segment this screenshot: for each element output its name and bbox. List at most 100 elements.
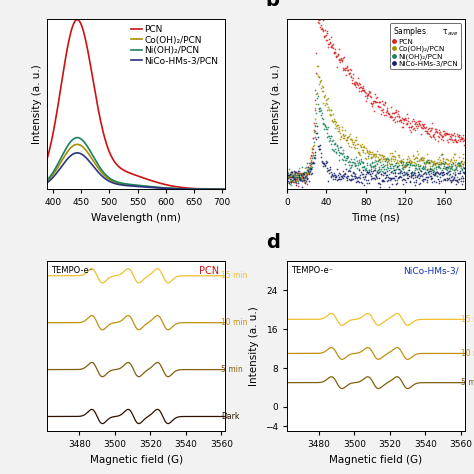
Point [448, 162, 456, 170]
Text: 15 min: 15 min [461, 315, 474, 324]
Point [319, 87, 327, 95]
Point [349, 140, 357, 148]
Point [380, 111, 388, 118]
Point [448, 158, 456, 165]
Point [351, 81, 358, 88]
Point [302, 173, 310, 180]
Point [410, 169, 418, 177]
Point [426, 132, 433, 140]
Point [450, 156, 458, 164]
Point [379, 168, 387, 176]
Point [453, 176, 460, 184]
Point [407, 124, 415, 131]
Point [416, 165, 423, 173]
Point [381, 162, 388, 170]
Point [401, 175, 408, 183]
Point [426, 173, 434, 180]
Point [354, 161, 362, 169]
Point [409, 172, 416, 179]
Point [351, 174, 358, 182]
Point [381, 168, 389, 176]
Point [310, 119, 318, 127]
Point [389, 161, 396, 168]
Point [376, 167, 383, 174]
Y-axis label: Intensity (a. u.): Intensity (a. u.) [272, 64, 282, 144]
Point [337, 149, 345, 156]
Point [332, 117, 339, 125]
Point [285, 172, 293, 180]
Point [432, 164, 440, 171]
Point [420, 124, 428, 131]
Point [404, 171, 411, 178]
Point [387, 174, 394, 182]
Point [441, 176, 448, 183]
Point [347, 143, 355, 150]
Point [318, 21, 325, 29]
Point [324, 94, 332, 102]
Point [355, 140, 362, 148]
Point [324, 166, 332, 173]
Point [381, 169, 389, 177]
Point [455, 162, 462, 170]
Point [332, 52, 340, 60]
Point [324, 158, 331, 166]
Point [411, 169, 419, 176]
Point [331, 139, 339, 146]
Point [423, 156, 430, 164]
Point [426, 162, 433, 170]
Point [348, 172, 356, 180]
Point [449, 138, 456, 146]
Point [292, 173, 300, 181]
Point [447, 131, 454, 138]
Point [371, 91, 379, 98]
Point [420, 169, 428, 177]
Point [385, 110, 392, 118]
Point [438, 133, 446, 141]
Point [364, 170, 372, 177]
Point [294, 177, 301, 184]
Point [336, 55, 343, 63]
Point [421, 168, 429, 176]
Point [316, 77, 324, 84]
Point [392, 108, 400, 116]
Point [449, 176, 456, 183]
Point [295, 170, 303, 178]
Point [333, 148, 340, 155]
Point [375, 168, 383, 176]
Point [383, 160, 391, 168]
Point [361, 175, 368, 182]
Point [331, 175, 339, 183]
Point [444, 169, 451, 177]
Point [317, 78, 324, 85]
Point [443, 174, 450, 182]
Point [313, 89, 320, 97]
Point [374, 102, 382, 110]
Point [336, 176, 343, 183]
Point [312, 86, 319, 93]
Point [362, 173, 369, 181]
Point [436, 156, 444, 164]
Point [312, 104, 319, 111]
Point [365, 150, 373, 157]
Point [325, 107, 333, 114]
Point [432, 127, 440, 135]
Point [423, 165, 430, 173]
Point [455, 131, 462, 138]
Point [431, 162, 438, 169]
Point [447, 170, 454, 178]
Point [384, 164, 392, 172]
Point [343, 152, 351, 160]
Point [375, 165, 383, 173]
Point [292, 177, 300, 184]
Point [451, 132, 459, 140]
Point [397, 158, 405, 166]
Point [392, 147, 399, 155]
Point [408, 170, 415, 177]
Point [388, 157, 395, 164]
Point [378, 176, 385, 183]
Point [370, 151, 377, 158]
Point [386, 164, 394, 172]
Point [326, 105, 333, 112]
Point [365, 149, 372, 156]
Point [395, 173, 402, 181]
